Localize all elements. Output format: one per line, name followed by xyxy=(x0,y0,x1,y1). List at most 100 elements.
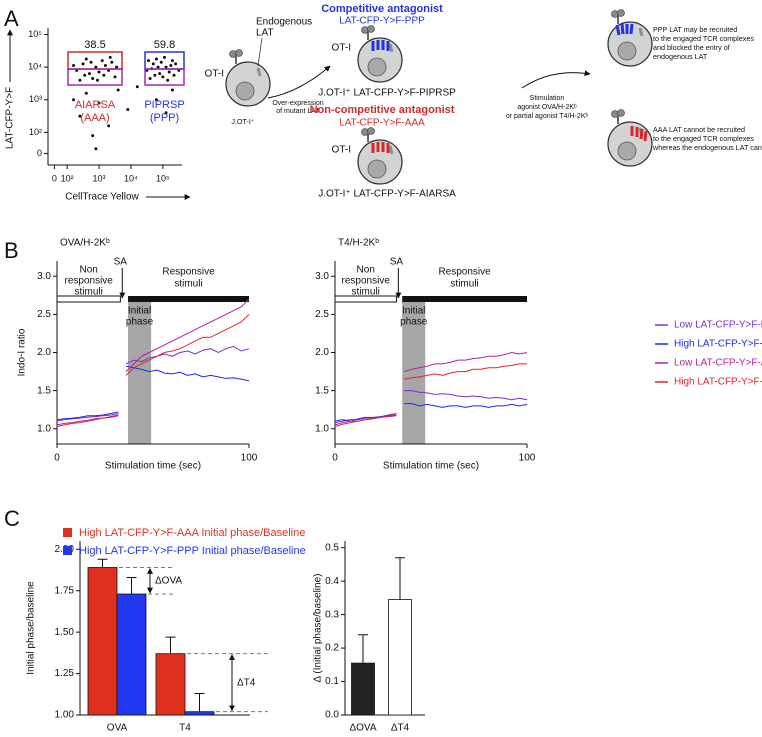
annotation: responsive xyxy=(342,276,391,287)
error-bar xyxy=(165,636,176,654)
stimulus-bar xyxy=(128,296,249,302)
label: J.OT-I⁺ LAT-CFP-Y>F-PIPRSP xyxy=(318,88,456,99)
data-point xyxy=(94,65,98,69)
label: J.OT-I⁺ LAT-CFP-Y>F-AIARSA xyxy=(318,189,456,200)
x-axis-label: CellTrace Yellow xyxy=(65,192,139,203)
arrow xyxy=(521,70,591,89)
gate-label: PIPRSP xyxy=(144,99,184,111)
annotation: stimuli xyxy=(75,287,103,298)
initial-phase-band xyxy=(402,302,426,444)
label: OT-I xyxy=(332,145,351,156)
y-tick-label: 2.0 xyxy=(37,347,51,358)
label: Over-expression xyxy=(272,100,323,107)
annotation: phase xyxy=(126,317,154,328)
legend-label: Low LAT-CFP-Y>F-AAA xyxy=(674,358,762,369)
label: LAT xyxy=(256,28,274,39)
label: AAA LAT cannot be recruited xyxy=(653,125,745,134)
label: OT-I xyxy=(205,69,224,80)
y-tick-label: 0 xyxy=(37,148,42,158)
data-point xyxy=(170,88,174,92)
data-point xyxy=(97,101,101,105)
data-point xyxy=(154,98,158,102)
data-point xyxy=(115,65,119,69)
y-tick-label: 3.0 xyxy=(315,271,329,282)
y-tick-label: 10⁵ xyxy=(28,29,42,39)
y-tick-label: 0.3 xyxy=(325,609,339,620)
gate-label: (AAA) xyxy=(80,112,109,124)
annotation: Responsive xyxy=(438,267,491,278)
label: Stimulation xyxy=(530,95,565,102)
chart-title: T4/H-2Kᵇ xyxy=(338,238,379,249)
y-tick-label: 2.5 xyxy=(315,309,329,320)
label: to the engaged TCR complexes xyxy=(653,134,754,143)
error-bar xyxy=(194,692,205,712)
data-point xyxy=(166,78,170,82)
x-tick-label: OVA xyxy=(107,723,128,734)
annotation: Non xyxy=(80,265,98,276)
label: LAT-CFP-Y>F-PPP xyxy=(339,16,425,27)
annotation: Initial xyxy=(402,306,425,317)
data-point xyxy=(72,98,76,102)
gate-percent: 59.8 xyxy=(154,39,175,51)
pointer xyxy=(257,37,263,67)
data-line xyxy=(334,363,527,427)
y-tick-label: 1.5 xyxy=(37,385,51,396)
data-line xyxy=(56,365,250,421)
x-tick-label: 10⁴ xyxy=(124,173,138,183)
data-point xyxy=(72,64,76,68)
bar xyxy=(388,599,412,716)
data-point xyxy=(97,70,101,74)
data-point xyxy=(170,59,174,63)
panel-label: A xyxy=(4,6,19,31)
label: and blocked the entry of xyxy=(653,43,730,52)
data-point xyxy=(78,78,82,82)
label: LAT-CFP-Y>F-AAA xyxy=(339,118,425,129)
y-tick-label: 0.4 xyxy=(325,576,339,587)
annotation: Responsive xyxy=(162,267,215,278)
data-line xyxy=(334,351,528,426)
stimulus-bar xyxy=(56,295,121,303)
y-tick-label: 1.0 xyxy=(37,423,51,434)
y-tick-label: 3.0 xyxy=(37,271,51,282)
chart-title: OVA/H-2Kᵇ xyxy=(60,238,110,249)
x-tick-label: ΔT4 xyxy=(391,723,410,734)
data-point xyxy=(84,57,88,61)
gate xyxy=(67,68,123,86)
data-point xyxy=(84,91,88,95)
cell xyxy=(606,8,654,68)
y-tick-label: 2.0 xyxy=(315,347,329,358)
y-tick-label: 0.5 xyxy=(325,542,339,553)
x-axis-label: Stimulation time (sec) xyxy=(105,461,201,472)
data-line xyxy=(334,403,528,422)
cell xyxy=(356,126,404,186)
gate-label: AIARSA xyxy=(75,99,116,111)
annotation: SA xyxy=(390,257,404,268)
annotation: responsive xyxy=(65,276,114,287)
panel-label: B xyxy=(4,238,19,263)
label: J.OT-I⁺ xyxy=(231,117,255,126)
legend-label: High LAT-CFP-Y>F-AAA xyxy=(674,377,762,388)
y-axis-label: Indo-I ratio xyxy=(17,328,28,376)
label: endogenous LAT xyxy=(653,52,708,61)
data-point xyxy=(153,73,157,77)
x-tick-label: ΔOVA xyxy=(349,723,376,734)
data-point xyxy=(174,62,178,66)
bar xyxy=(351,662,375,716)
mutant-lat xyxy=(371,23,634,51)
data-point xyxy=(81,62,85,66)
y-tick-label: 10⁴ xyxy=(28,62,42,72)
data-point xyxy=(164,65,168,69)
x-tick-label: T4 xyxy=(179,723,191,734)
y-tick-label: 1.00 xyxy=(55,710,75,721)
x-tick-label: 100 xyxy=(241,453,258,464)
annotation: SA xyxy=(114,257,128,268)
label: whereas the endogenous LAT can xyxy=(652,143,762,152)
data-point xyxy=(148,77,152,81)
data-line xyxy=(56,314,250,427)
annotation: Initial xyxy=(128,306,151,317)
label: Competitive antagonist xyxy=(321,3,443,15)
data-point xyxy=(162,55,166,59)
legend-label: High LAT-CFP-Y>F-AAA Initial phase/Basel… xyxy=(79,527,305,539)
y-tick-label: 1.75 xyxy=(55,585,75,596)
data-point xyxy=(91,77,95,81)
